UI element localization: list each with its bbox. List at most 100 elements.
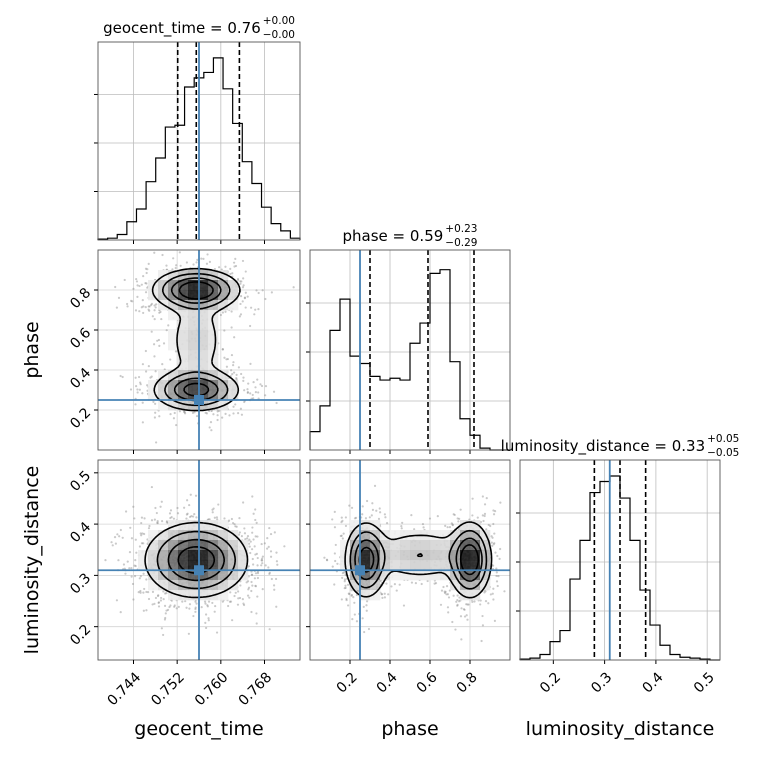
- density-cell: [470, 560, 481, 571]
- sample-point: [139, 381, 142, 384]
- sample-point: [385, 521, 389, 525]
- sample-point: [172, 257, 175, 260]
- sample-point: [144, 267, 148, 270]
- density-cell: [218, 280, 229, 291]
- density-cell: [460, 520, 471, 531]
- y-tick-label: 0.4: [67, 519, 94, 546]
- sample-point: [251, 526, 254, 529]
- sample-point: [162, 598, 165, 601]
- density-cell: [198, 540, 209, 551]
- contour-lines: [144, 521, 249, 599]
- sample-point: [231, 619, 234, 622]
- sample-point: [383, 596, 387, 599]
- density-cell: [470, 590, 481, 601]
- sample-point: [227, 604, 230, 608]
- density-cell: [480, 560, 491, 571]
- sample-point: [242, 602, 245, 605]
- density-cell: [188, 540, 199, 551]
- sample-point: [157, 601, 160, 605]
- sample-point: [149, 304, 153, 307]
- sample-point: [261, 562, 264, 565]
- sample-point: [471, 600, 474, 603]
- sample-point: [274, 577, 278, 581]
- sample-point: [175, 423, 178, 427]
- sample-point: [343, 571, 346, 574]
- density-cell: [198, 270, 209, 281]
- sample-point: [495, 571, 498, 574]
- sample-point: [343, 578, 347, 581]
- sample-point: [231, 373, 234, 376]
- hist-panel-phase: [306, 250, 510, 454]
- density-cell: [188, 330, 199, 341]
- sample-point: [266, 537, 269, 540]
- x-tick-label: 0.2: [334, 669, 361, 696]
- sample-point: [183, 506, 186, 509]
- sample-point: [484, 599, 488, 603]
- sample-point: [503, 590, 506, 593]
- sample-point: [269, 532, 273, 536]
- sample-point: [373, 484, 377, 487]
- density-cell: [158, 370, 169, 381]
- sample-point: [243, 297, 246, 300]
- density-cell: [158, 290, 169, 301]
- sample-point: [350, 594, 353, 597]
- sample-point: [121, 536, 124, 539]
- sample-point: [208, 426, 211, 429]
- sample-point: [145, 609, 148, 612]
- contour-geocent_time-phase-frame: [97, 249, 301, 451]
- sample-point: [365, 609, 368, 612]
- sample-point: [225, 358, 228, 361]
- sample-point: [242, 284, 245, 287]
- density-cell: [360, 530, 371, 541]
- density-cell: [420, 560, 431, 571]
- sample-point: [491, 536, 494, 539]
- sample-point: [402, 604, 406, 607]
- sample-point: [363, 630, 366, 634]
- sample-point: [234, 525, 237, 528]
- density-cell: [158, 270, 169, 281]
- sample-point: [111, 544, 114, 547]
- sample-point: [136, 295, 139, 298]
- sample-point: [246, 594, 250, 597]
- sample-point: [267, 566, 270, 569]
- density-cell: [450, 530, 461, 541]
- sample-point: [256, 576, 260, 580]
- density-cell: [228, 550, 239, 561]
- sample-point: [133, 517, 136, 520]
- sample-point: [270, 291, 273, 294]
- hist-luminosity_distance-frame: [519, 459, 721, 661]
- sample-point: [143, 587, 146, 591]
- sample-point: [410, 513, 413, 517]
- sample-point: [203, 600, 207, 603]
- sample-point: [236, 277, 240, 281]
- sample-point: [341, 537, 344, 540]
- sample-point: [162, 342, 166, 345]
- density-cell: [198, 300, 209, 311]
- sample-point: [238, 517, 241, 520]
- sample-point: [481, 624, 485, 627]
- sample-point: [245, 581, 248, 584]
- density-cell: [148, 380, 159, 391]
- sample-point: [195, 261, 198, 264]
- density-cell: [218, 290, 229, 301]
- sample-point: [117, 296, 121, 299]
- sample-point: [230, 353, 234, 357]
- sample-point: [216, 414, 219, 417]
- sample-point: [255, 622, 258, 625]
- sample-point: [492, 509, 495, 512]
- sample-point: [122, 563, 126, 566]
- sample-point: [496, 584, 499, 588]
- sample-point: [225, 365, 229, 368]
- density-cell: [238, 550, 249, 561]
- sample-point: [380, 593, 384, 596]
- sample-point: [234, 264, 238, 268]
- sample-point: [239, 302, 242, 306]
- sample-point: [254, 518, 257, 522]
- sample-point: [254, 386, 257, 389]
- sample-point: [156, 521, 159, 524]
- sample-point: [153, 304, 156, 307]
- sample-point: [275, 605, 278, 608]
- density-cell: [460, 590, 471, 601]
- sample-point: [331, 565, 334, 568]
- sample-point: [476, 516, 479, 519]
